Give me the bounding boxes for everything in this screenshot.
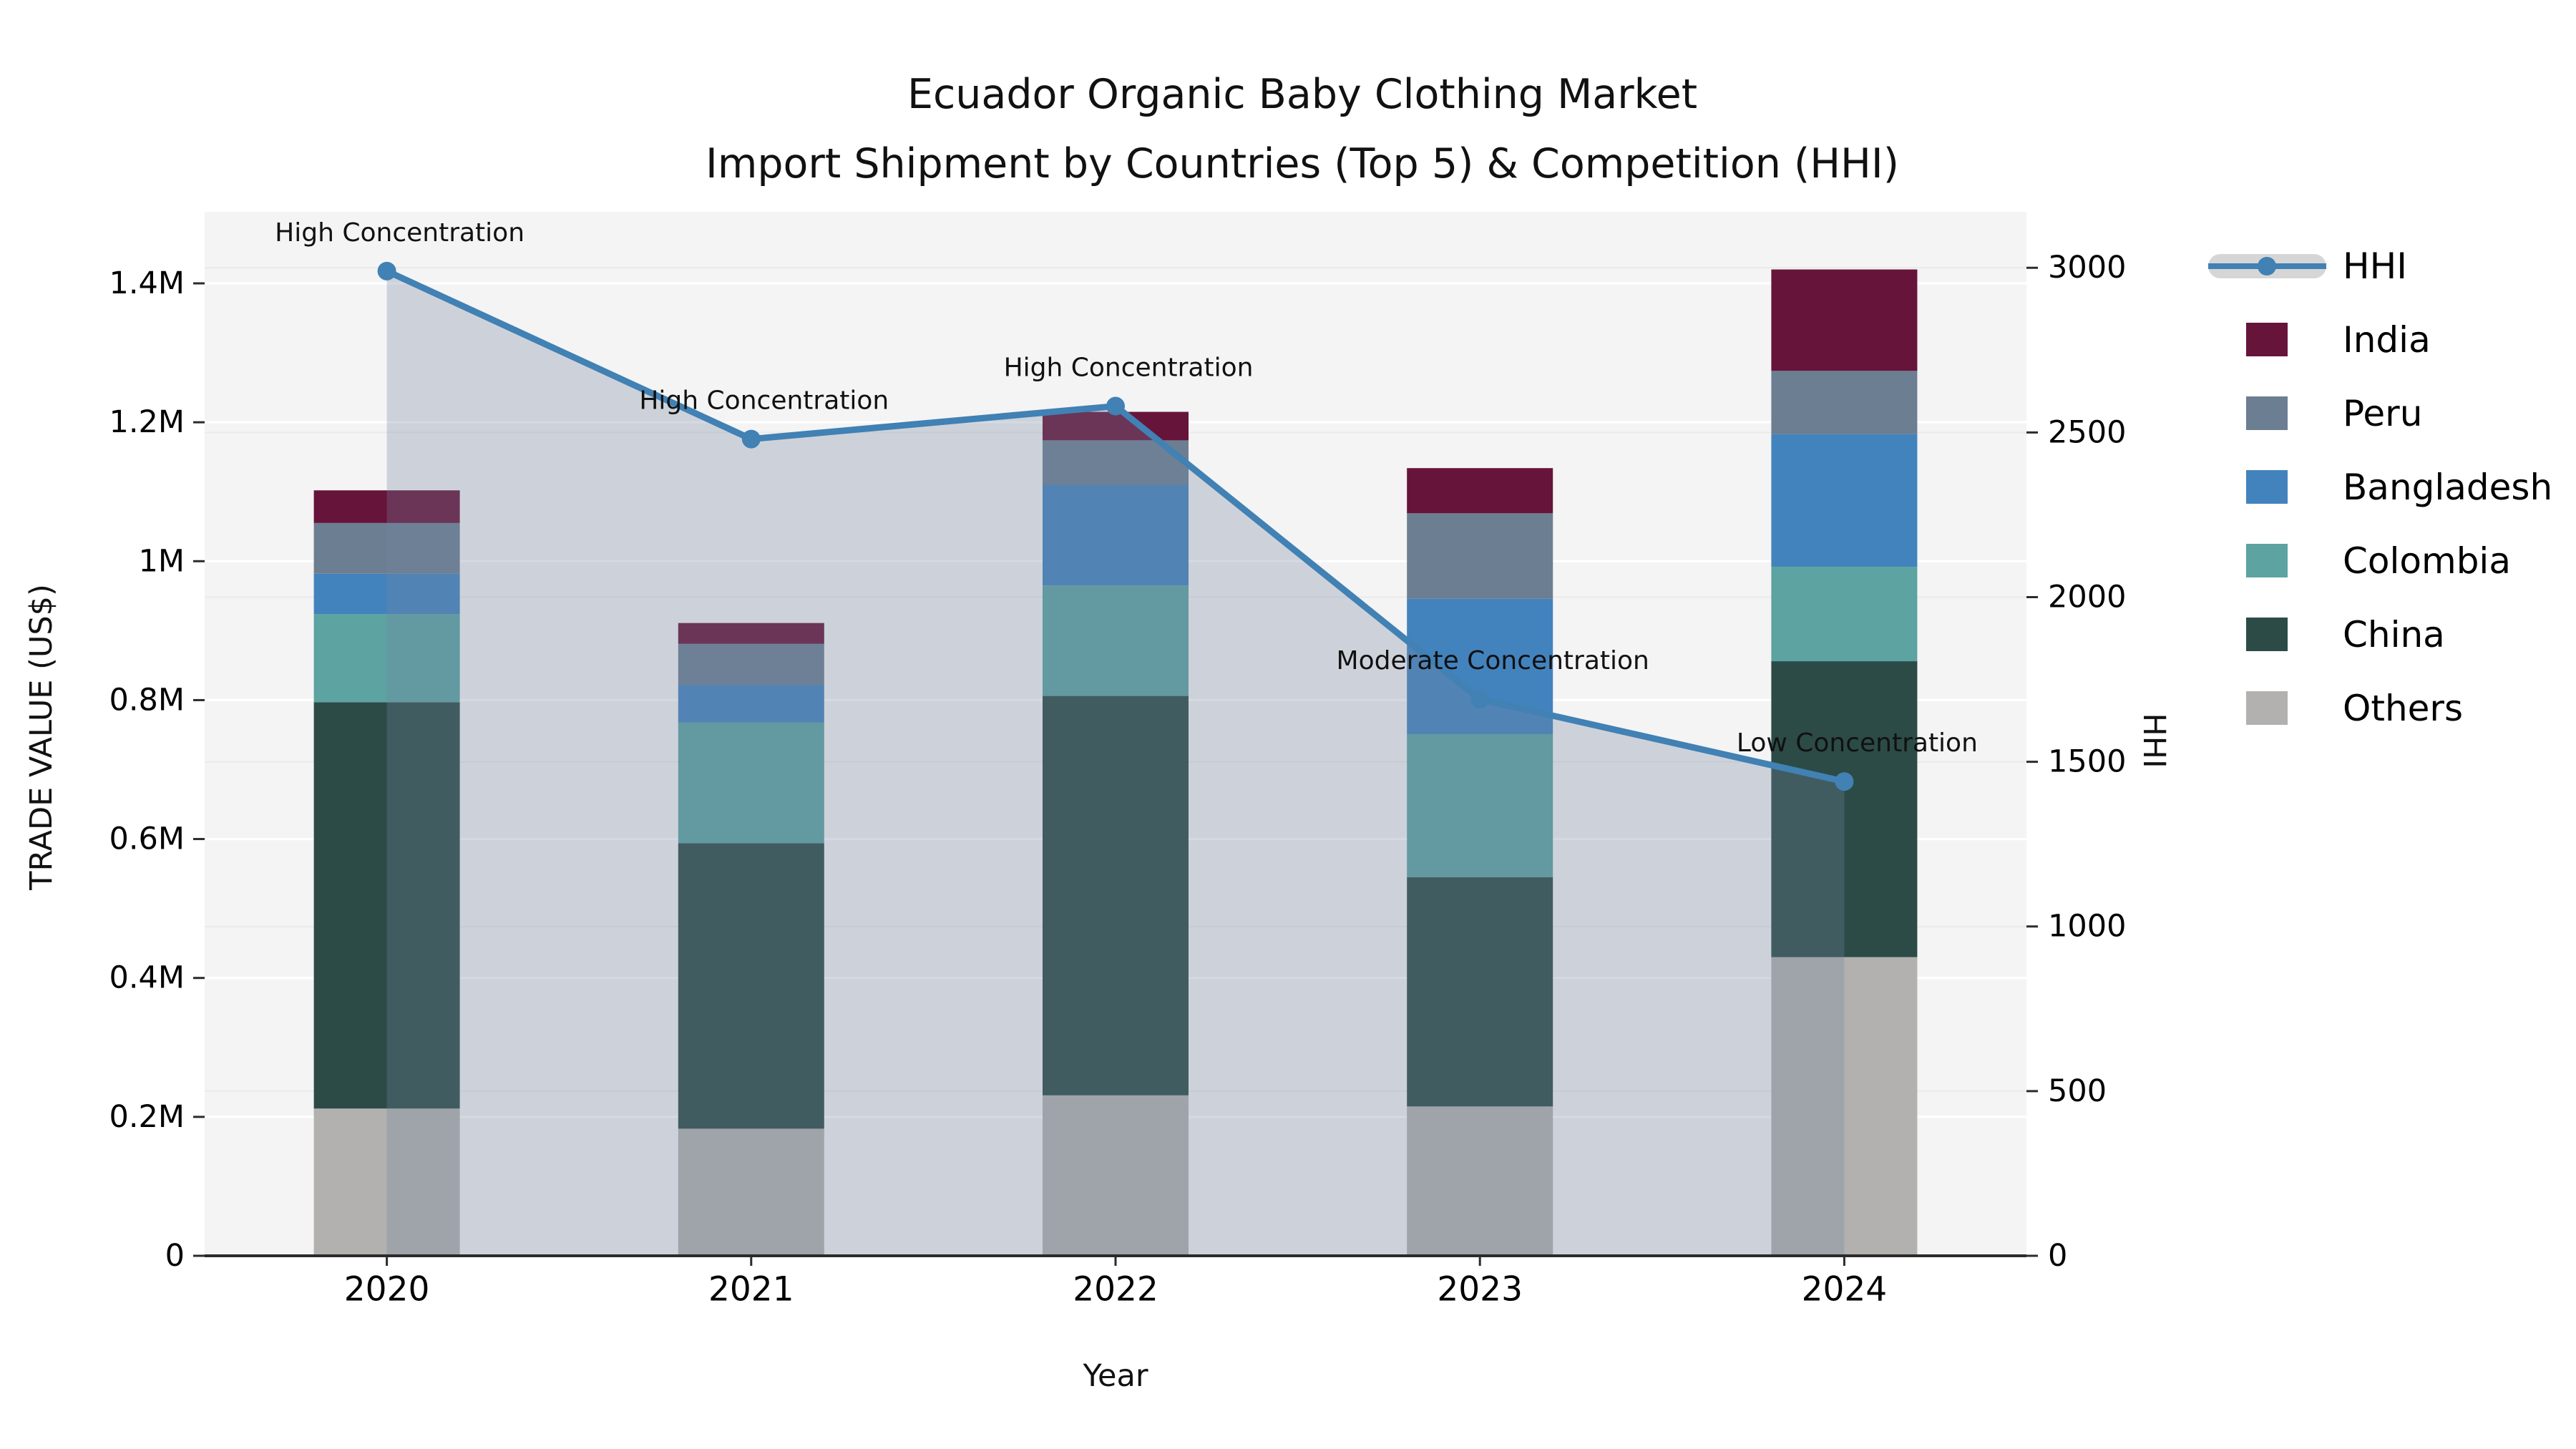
bar-segment-others-2024	[1771, 957, 1918, 1256]
legend-label: China	[2343, 613, 2445, 655]
bar-segment-others-2021	[678, 1128, 824, 1256]
bar-segment-china-2023	[1407, 877, 1553, 1107]
right-tick-label: 2500	[2048, 414, 2126, 450]
bar-segment-china-2024	[1771, 661, 1918, 957]
bar-segment-others-2020	[313, 1108, 460, 1256]
hhi-marker-2024	[1835, 772, 1854, 791]
legend-label: Peru	[2343, 392, 2423, 434]
left-tick-label: 0.2M	[109, 1099, 185, 1135]
annotation-2020: High Concentration	[275, 218, 525, 248]
bar-segment-peru-2024	[1771, 371, 1918, 434]
annotation-2022: High Concentration	[1004, 353, 1254, 383]
left-tick-label: 0.8M	[109, 682, 185, 718]
legend-label: Bangladesh	[2343, 466, 2553, 508]
chart-title-line2: Import Shipment by Countries (Top 5) & C…	[706, 140, 1899, 187]
bar-segment-bangladesh-2024	[1771, 434, 1918, 567]
bar-segment-china-2021	[678, 843, 824, 1129]
color-swatch-icon	[2202, 618, 2331, 651]
hhi-marker-2021	[741, 429, 761, 449]
color-swatch-icon	[2202, 691, 2331, 725]
left-tick-label: 1M	[139, 543, 185, 579]
bar-segment-others-2023	[1407, 1106, 1553, 1256]
right-tick-label: 500	[2048, 1073, 2107, 1109]
legend-label: India	[2343, 318, 2431, 361]
legend-item-bangladesh: Bangladesh	[2202, 450, 2552, 524]
annotation-2024: Low Concentration	[1737, 728, 1978, 758]
right-tick-label: 0	[2048, 1238, 2067, 1274]
bar-segment-colombia-2020	[313, 614, 460, 703]
bar-segment-bangladesh-2020	[313, 573, 460, 615]
right-tick-label: 1500	[2048, 744, 2126, 780]
left-tick-label: 0.6M	[109, 821, 185, 857]
bar-segment-india-2023	[1407, 468, 1553, 514]
right-tick-label: 2000	[2048, 579, 2126, 615]
bar-segment-china-2022	[1043, 696, 1189, 1096]
legend-label: Others	[2343, 687, 2464, 729]
legend-label: HHI	[2343, 245, 2407, 287]
legend-item-others: Others	[2202, 671, 2552, 745]
bar-segment-peru-2021	[678, 643, 824, 686]
y-axis-title-trade-value: TRADE VALUE (US$)	[24, 584, 59, 890]
x-axis-title-year: Year	[1083, 1358, 1148, 1394]
bar-segment-india-2024	[1771, 269, 1918, 371]
hhi-line-swatch-icon	[2202, 253, 2331, 278]
bar-segment-peru-2020	[313, 522, 460, 574]
bar-segment-others-2022	[1043, 1095, 1189, 1256]
legend-item-china: China	[2202, 597, 2552, 671]
y-axis-title-hhi: HHI	[2136, 713, 2172, 769]
bar-segment-bangladesh-2022	[1043, 484, 1189, 586]
hhi-area-fill	[386, 270, 1845, 1256]
left-tick-label: 1.2M	[109, 404, 185, 440]
bar-segment-india-2021	[678, 623, 824, 644]
legend-label: Colombia	[2343, 540, 2511, 582]
hhi-marker-2022	[1106, 396, 1125, 416]
bar-segment-china-2020	[313, 702, 460, 1109]
bar-segment-colombia-2021	[678, 722, 824, 844]
bar-segment-india-2020	[313, 490, 460, 523]
color-swatch-icon	[2202, 396, 2331, 430]
right-tick-label: 1000	[2048, 909, 2126, 945]
color-swatch-icon	[2202, 323, 2331, 356]
legend-item-colombia: Colombia	[2202, 524, 2552, 597]
right-tick-label: 3000	[2048, 250, 2126, 286]
legend: HHI India Peru Bangladesh Colombia China…	[2202, 229, 2552, 745]
color-swatch-icon	[2202, 544, 2331, 577]
x-tick-label-2024: 2024	[1802, 1269, 1888, 1309]
left-tick-label: 0	[165, 1238, 185, 1274]
hhi-marker-2023	[1470, 690, 1490, 709]
x-tick-label-2023: 2023	[1437, 1269, 1523, 1309]
bar-segment-colombia-2022	[1043, 585, 1189, 696]
hhi-marker-2020	[377, 261, 396, 280]
annotation-2021: High Concentration	[639, 386, 889, 416]
bar-segment-peru-2023	[1407, 513, 1553, 599]
legend-item-peru: Peru	[2202, 376, 2552, 450]
bar-segment-bangladesh-2021	[678, 685, 824, 723]
bar-segment-colombia-2024	[1771, 567, 1918, 662]
legend-item-hhi: HHI	[2202, 229, 2552, 303]
chart-title: Ecuador Organic Baby Clothing Market Imp…	[706, 60, 1899, 199]
chart-title-line1: Ecuador Organic Baby Clothing Market	[907, 71, 1698, 118]
x-tick-label-2022: 2022	[1073, 1269, 1158, 1309]
legend-item-india: India	[2202, 303, 2552, 376]
left-tick-label: 0.4M	[109, 960, 185, 996]
x-tick-label-2020: 2020	[344, 1269, 430, 1309]
left-tick-label: 1.4M	[109, 265, 185, 301]
annotation-2023: Moderate Concentration	[1337, 646, 1649, 675]
bar-segment-colombia-2023	[1407, 733, 1553, 877]
bar-segment-india-2022	[1043, 411, 1189, 441]
x-tick-label-2021: 2021	[708, 1269, 794, 1309]
color-swatch-icon	[2202, 470, 2331, 504]
